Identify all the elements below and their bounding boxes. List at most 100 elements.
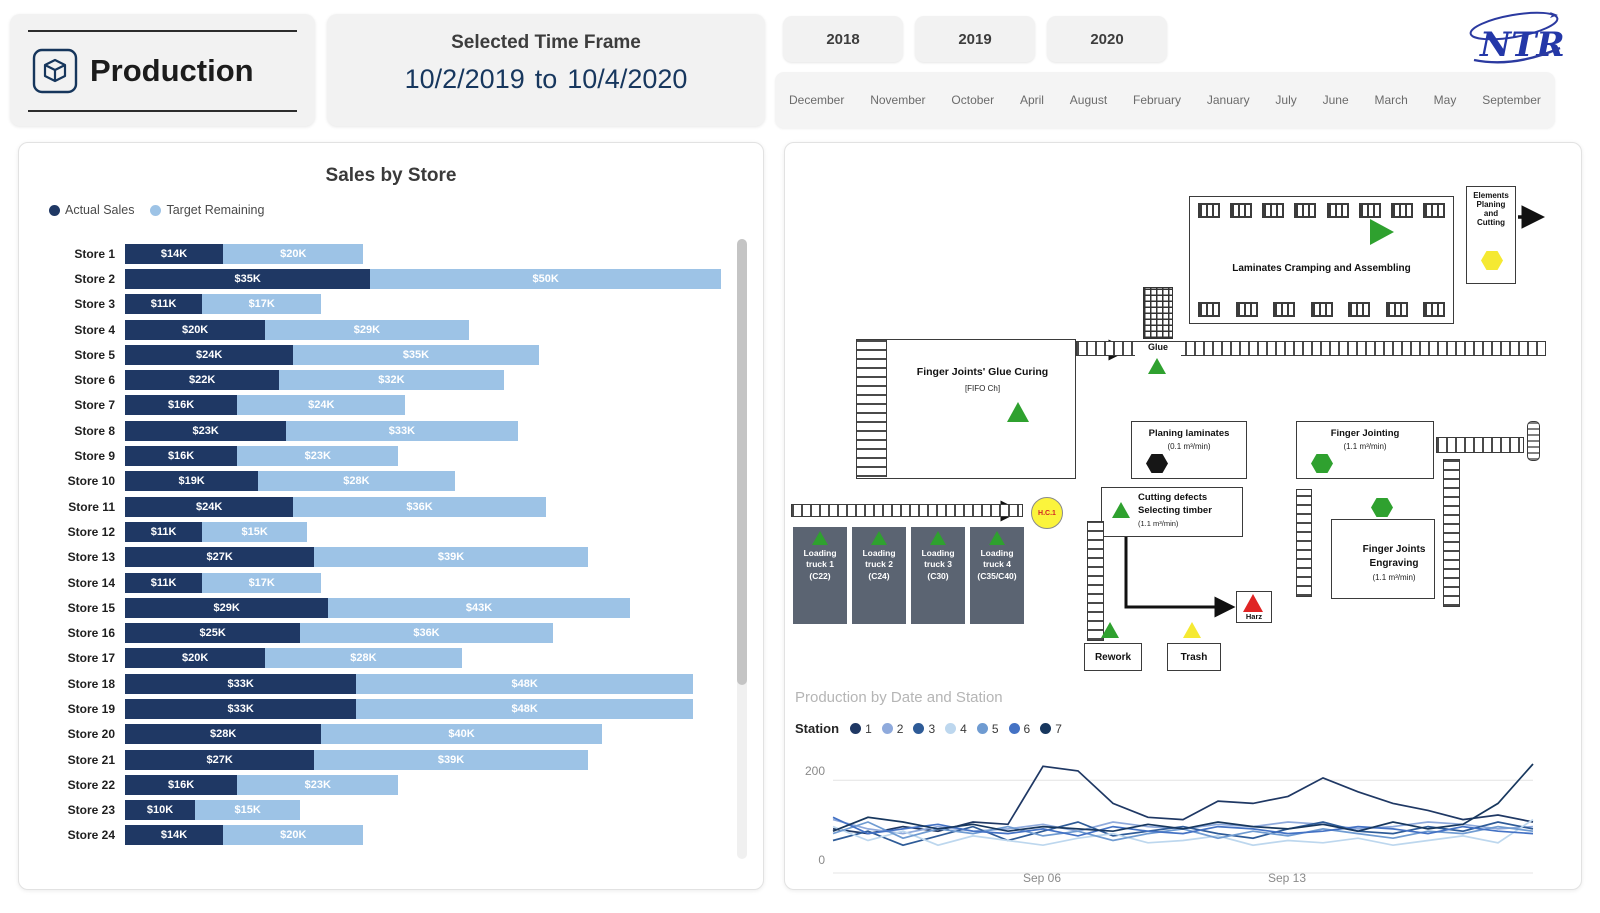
sales-scrollbar-track[interactable] [737, 239, 747, 859]
actual-sales-bar[interactable]: $33K [125, 673, 357, 694]
actual-sales-bar[interactable]: $19K [125, 471, 259, 492]
target-remaining-bar[interactable]: $29K [265, 319, 469, 340]
target-remaining-bar[interactable]: $39K [314, 547, 588, 568]
month-button-february[interactable]: February [1133, 93, 1182, 107]
actual-sales-bar[interactable]: $33K [125, 698, 357, 719]
actual-sales-bar[interactable]: $29K [125, 597, 329, 618]
rework-status-running-icon [1101, 622, 1119, 638]
actual-sales-bar[interactable]: $16K [125, 446, 238, 467]
actual-sales-bar[interactable]: $22K [125, 370, 280, 391]
target-remaining-bar[interactable]: $36K [300, 623, 553, 644]
sales-row: Store 18 $33K $48K [33, 671, 721, 696]
legend-label: Target Remaining [166, 203, 265, 217]
x-axis-label: Sep 06 [1023, 871, 1062, 885]
sales-row: Store 23 $10K $15K [33, 798, 721, 823]
station-legend-item-7[interactable]: 7 [1040, 722, 1062, 736]
target-remaining-bar[interactable]: $17K [202, 572, 322, 593]
target-remaining-bar[interactable]: $36K [293, 496, 546, 517]
target-remaining-bar[interactable]: $28K [265, 648, 462, 669]
actual-sales-bar[interactable]: $10K [125, 800, 196, 821]
actual-sales-bar[interactable]: $28K [125, 724, 322, 745]
month-button-october[interactable]: October [951, 93, 995, 107]
station-legend-item-1[interactable]: 1 [850, 722, 872, 736]
truck-code: (C35/C40) [977, 570, 1017, 581]
planing-rate: (0.1 m³/min) [1167, 442, 1211, 451]
month-button-september[interactable]: September [1482, 93, 1541, 107]
store-label: Store 10 [67, 474, 115, 489]
station-number: 6 [1023, 721, 1031, 736]
month-button-november[interactable]: November [870, 93, 926, 107]
store-label: Store 4 [74, 322, 115, 337]
station-legend-item-2[interactable]: 2 [881, 722, 903, 736]
actual-sales-bar[interactable]: $23K [125, 420, 287, 441]
actual-sales-bar[interactable]: $14K [125, 825, 224, 846]
target-remaining-bar[interactable]: $23K [237, 446, 399, 467]
month-slicer: December November October April August Februa… [775, 72, 1555, 128]
target-remaining-bar[interactable]: $35K [293, 344, 539, 365]
target-remaining-bar[interactable]: $32K [279, 370, 504, 391]
actual-sales-bar[interactable]: $24K [125, 496, 294, 517]
actual-sales-bar[interactable]: $11K [125, 572, 203, 593]
actual-sales-bar[interactable]: $35K [125, 268, 371, 289]
sales-row: Store 1 $14K $20K [33, 241, 721, 266]
month-button-august[interactable]: August [1069, 93, 1108, 107]
target-remaining-bar[interactable]: $40K [321, 724, 602, 745]
sales-scrollbar-thumb[interactable] [737, 239, 747, 686]
actual-sales-bar[interactable]: $27K [125, 547, 315, 568]
actual-sales-bar[interactable]: $16K [125, 774, 238, 795]
station-legend-item-6[interactable]: 6 [1008, 721, 1031, 736]
rework-label: Rework [1094, 651, 1132, 663]
bar-area: $14K $20K [125, 243, 721, 264]
target-remaining-bar[interactable]: $48K [356, 673, 693, 694]
sales-row: Store 3 $11K $17K [33, 292, 721, 317]
bar-area: $29K $43K [125, 597, 721, 618]
month-button-april[interactable]: April [1019, 93, 1044, 107]
year-button-2019[interactable]: 2019 [915, 16, 1035, 62]
engraving-label-2: Engraving [1369, 558, 1419, 569]
target-remaining-bar[interactable]: $39K [314, 749, 588, 770]
target-remaining-bar[interactable]: $28K [258, 471, 455, 492]
target-remaining-bar[interactable]: $33K [286, 420, 518, 441]
target-remaining-bar[interactable]: $20K [223, 825, 364, 846]
actual-sales-bar[interactable]: $20K [125, 648, 266, 669]
year-button-2020[interactable]: 2020 [1047, 16, 1167, 62]
target-remaining-bar[interactable]: $43K [328, 597, 630, 618]
month-button-december[interactable]: December [789, 93, 845, 107]
target-remaining-bar[interactable]: $20K [223, 243, 364, 264]
truck-label: Loading [803, 548, 837, 558]
actual-sales-bar[interactable]: $14K [125, 243, 224, 264]
year-button-2018[interactable]: 2018 [783, 16, 903, 62]
month-button-january[interactable]: January [1206, 93, 1250, 107]
target-remaining-bar[interactable]: $15K [202, 521, 308, 542]
actual-sales-bar[interactable]: $16K [125, 395, 238, 416]
glue-unit [1143, 287, 1173, 339]
machine-icon [1273, 302, 1295, 317]
actual-sales-bar[interactable]: $11K [125, 294, 203, 315]
actual-sales-bar[interactable]: $24K [125, 344, 294, 365]
month-button-june[interactable]: June [1322, 93, 1349, 107]
target-remaining-bar[interactable]: $48K [356, 698, 693, 719]
bar-area: $33K $48K [125, 673, 721, 694]
station-legend-item-3[interactable]: 3 [913, 722, 935, 736]
target-remaining-bar[interactable]: $23K [237, 774, 399, 795]
loading-truck-2: Loading truck 2 (C24) [852, 527, 906, 624]
station-legend-item-4[interactable]: 4 [945, 722, 967, 736]
target-remaining-bar[interactable]: $24K [237, 395, 406, 416]
actual-sales-bar[interactable]: $11K [125, 521, 203, 542]
station-dot [913, 723, 925, 734]
store-label: Store 14 [67, 575, 115, 590]
store-label: Store 18 [67, 676, 115, 691]
legend-item-actual-sales[interactable]: Actual Sales [49, 203, 134, 217]
actual-sales-bar[interactable]: $20K [125, 319, 266, 340]
actual-sales-bar[interactable]: $25K [125, 623, 301, 644]
month-button-march[interactable]: March [1374, 93, 1408, 107]
legend-item-target-remaining[interactable]: Target Remaining [150, 203, 264, 217]
target-remaining-bar[interactable]: $50K [370, 268, 721, 289]
target-remaining-bar[interactable]: $15K [195, 800, 301, 821]
month-button-may[interactable]: May [1433, 93, 1457, 107]
month-button-july[interactable]: July [1275, 93, 1297, 107]
station-legend-item-5[interactable]: 5 [976, 722, 999, 736]
laminates-label: Laminates Cramping and Assembling [1232, 263, 1411, 274]
actual-sales-bar[interactable]: $27K [125, 749, 315, 770]
target-remaining-bar[interactable]: $17K [202, 294, 322, 315]
